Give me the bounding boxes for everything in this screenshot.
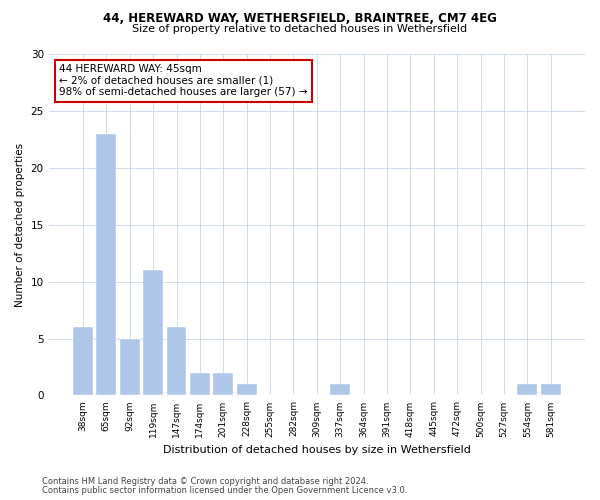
Text: 44 HEREWARD WAY: 45sqm
← 2% of detached houses are smaller (1)
98% of semi-detac: 44 HEREWARD WAY: 45sqm ← 2% of detached … bbox=[59, 64, 308, 98]
Text: Contains HM Land Registry data © Crown copyright and database right 2024.: Contains HM Land Registry data © Crown c… bbox=[42, 477, 368, 486]
Text: Size of property relative to detached houses in Wethersfield: Size of property relative to detached ho… bbox=[133, 24, 467, 34]
Bar bbox=[214, 372, 233, 396]
Bar bbox=[143, 270, 163, 396]
Bar bbox=[97, 134, 116, 396]
Bar bbox=[541, 384, 560, 396]
Bar bbox=[237, 384, 257, 396]
Bar bbox=[517, 384, 537, 396]
Text: Contains public sector information licensed under the Open Government Licence v3: Contains public sector information licen… bbox=[42, 486, 407, 495]
Text: 44, HEREWARD WAY, WETHERSFIELD, BRAINTREE, CM7 4EG: 44, HEREWARD WAY, WETHERSFIELD, BRAINTRE… bbox=[103, 12, 497, 26]
Bar bbox=[120, 338, 140, 396]
Bar bbox=[167, 327, 187, 396]
Y-axis label: Number of detached properties: Number of detached properties bbox=[15, 142, 25, 307]
Bar bbox=[330, 384, 350, 396]
Bar bbox=[73, 327, 93, 396]
Bar bbox=[190, 372, 210, 396]
X-axis label: Distribution of detached houses by size in Wethersfield: Distribution of detached houses by size … bbox=[163, 445, 471, 455]
